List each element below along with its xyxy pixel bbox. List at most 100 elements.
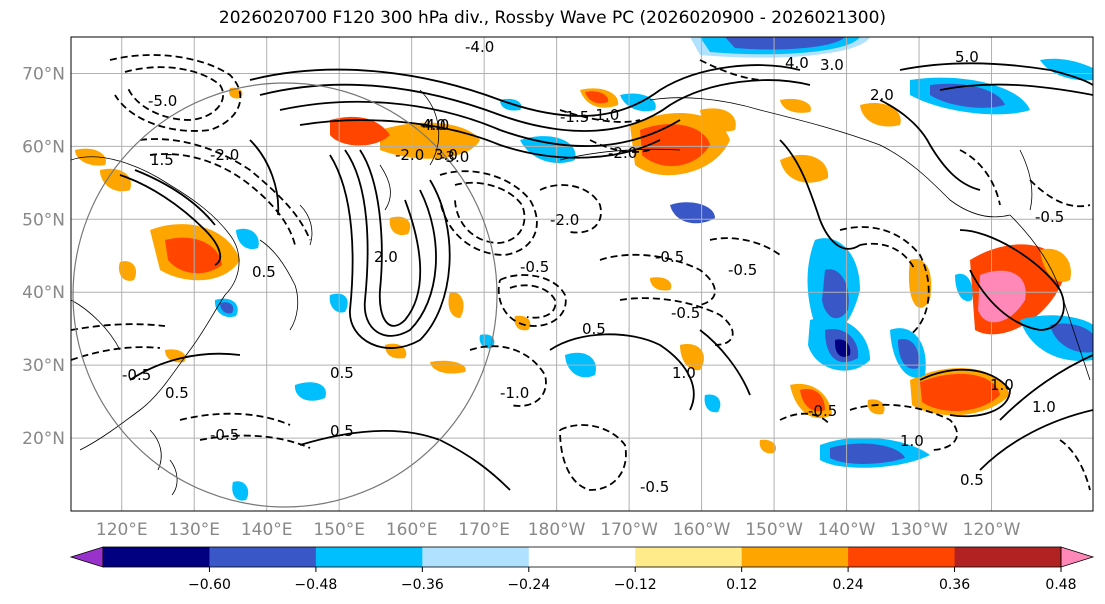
contour-negative xyxy=(559,109,641,123)
colorbar-segment xyxy=(422,547,530,567)
contour-negative xyxy=(199,434,311,449)
contour-label: -0.5 xyxy=(520,258,549,276)
contour-negative xyxy=(469,345,547,407)
shade-blob xyxy=(520,136,576,164)
contour-label: -2.0 xyxy=(395,146,424,164)
colorbar-segment xyxy=(635,547,743,567)
contour-label: -1.5 xyxy=(560,108,589,126)
contour-label: -0.5 xyxy=(122,366,151,384)
latitude-label: 60°N xyxy=(22,137,65,157)
contour-positive xyxy=(919,368,1011,418)
graticule xyxy=(71,37,1093,511)
map-title: 2026020700 F120 300 hPa div., Rossby Wav… xyxy=(218,8,887,28)
contour-label: 0.5 xyxy=(960,471,984,489)
contour-negative xyxy=(959,149,1001,206)
shade-blob xyxy=(585,91,609,104)
coastline-kamchatka xyxy=(379,89,440,211)
colorbar-segment xyxy=(741,547,849,567)
colorbar xyxy=(69,546,1095,568)
contour-negative xyxy=(109,54,242,132)
colorbar-tick-label: 0.48 xyxy=(1045,577,1076,593)
contour-label: -4.0 xyxy=(420,116,449,134)
contour-label: -1.0 xyxy=(590,106,619,124)
contour-negative xyxy=(779,412,831,426)
shade-blob xyxy=(908,259,932,308)
contour-negative xyxy=(124,66,225,121)
shade-blob xyxy=(640,124,710,167)
shade-blob xyxy=(704,394,721,413)
contour-label: -4.0 xyxy=(465,38,494,56)
longitude-label: 180°W xyxy=(528,520,586,540)
colorbar-segment xyxy=(954,547,1062,567)
colorbar-extend-low xyxy=(69,546,104,568)
contour-positive xyxy=(959,229,1065,331)
contour-label: 2.0 xyxy=(870,86,894,104)
contour-positive xyxy=(299,430,511,491)
shade-blob xyxy=(680,344,704,371)
shade-blob xyxy=(955,273,973,302)
shade-blob xyxy=(978,270,1026,323)
contours-positive xyxy=(119,62,1093,491)
colorbar-segment xyxy=(848,547,956,567)
shade-blob xyxy=(389,216,411,236)
contour-label: -2.0 xyxy=(608,144,637,162)
contour-negative xyxy=(539,184,602,234)
contour-label: 0.5 xyxy=(330,422,354,440)
shade-blob xyxy=(229,87,243,99)
contour-negative xyxy=(71,323,166,331)
longitude-label: 170°W xyxy=(600,520,658,540)
shade-blob xyxy=(514,315,531,331)
contour-positive xyxy=(119,174,222,266)
shade-blob xyxy=(830,443,905,464)
contour-label: -0.5 xyxy=(210,426,239,444)
shade-blob xyxy=(780,98,811,113)
contour-label: 1.0 xyxy=(900,432,924,450)
contour-negative xyxy=(1029,179,1091,208)
shade-blob xyxy=(236,228,259,250)
contour-negative xyxy=(849,403,958,451)
contour-positive xyxy=(899,62,1093,86)
colorbar-tick-label: 0.24 xyxy=(833,577,864,593)
longitude-label: 160°E xyxy=(386,520,438,540)
colorbar-outline xyxy=(102,546,1062,568)
contour-label: 1.5 xyxy=(150,151,174,169)
shade-blob xyxy=(220,302,234,314)
shade-blob xyxy=(670,202,715,224)
contour-negative xyxy=(71,346,161,361)
shade-blob xyxy=(294,382,326,401)
latitude-label: 50°N xyxy=(22,210,65,230)
contour-positive xyxy=(344,149,437,337)
latitude-label: 70°N xyxy=(22,64,65,84)
colorbar-tick-label: −0.36 xyxy=(401,577,444,593)
contour-negative xyxy=(619,297,734,346)
contour-negative xyxy=(439,170,538,256)
contour-positive xyxy=(249,64,801,117)
contour-label: 1.0 xyxy=(672,364,696,382)
coastline-alaska xyxy=(649,97,1011,218)
contour-negative xyxy=(599,253,716,306)
shade-blob xyxy=(898,339,919,369)
contour-label: 4.0 xyxy=(785,54,809,72)
longitude-label: 150°W xyxy=(745,520,803,540)
longitude-label: 120°E xyxy=(96,520,148,540)
longitude-labels: 120°E 130°E 140°E 150°E 160°E 170°E 180°W 170°W… xyxy=(96,520,1021,540)
shade-blob xyxy=(650,277,672,291)
shade-blob xyxy=(165,237,222,274)
contour-label: -0.5 xyxy=(671,304,700,322)
contour-label: 0.5 xyxy=(252,263,276,281)
contour-negative xyxy=(139,138,311,241)
contour-label: -5.0 xyxy=(148,92,177,110)
shade-blob xyxy=(1040,58,1093,81)
contour-positive xyxy=(359,149,422,327)
longitude-label: 160°W xyxy=(673,520,731,540)
contour-positive xyxy=(699,329,751,396)
colorbar-segment xyxy=(209,547,317,567)
contour-label: -0.5 xyxy=(655,248,684,266)
shade-blob xyxy=(100,168,131,192)
colorbar-tick-label: 0.36 xyxy=(939,577,970,593)
contour-positive xyxy=(129,352,241,381)
shade-blob xyxy=(448,291,464,318)
shade-blob xyxy=(1040,248,1071,282)
latitude-label: 30°N xyxy=(22,356,65,376)
